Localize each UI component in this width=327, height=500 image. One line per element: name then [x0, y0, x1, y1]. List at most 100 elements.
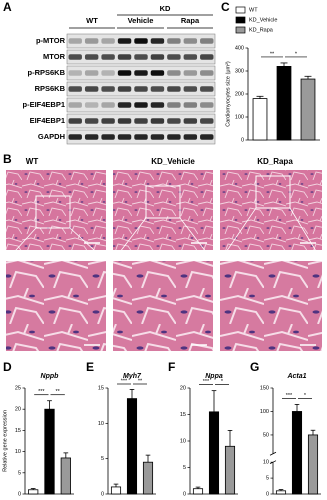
blot-band	[150, 118, 165, 124]
chart-title: Acta1	[286, 373, 306, 380]
panel-label: E	[86, 360, 94, 374]
y-tick-label: 400	[235, 45, 244, 51]
legend-label: KD_Vehicle	[249, 17, 277, 23]
histology-overview	[113, 170, 213, 250]
zoom-line	[289, 207, 323, 262]
y-tick-label: 5	[266, 476, 269, 482]
blot-band	[167, 118, 181, 124]
y-tick-label: 0	[183, 491, 186, 497]
bar	[224, 445, 236, 495]
y-tick-label: 0	[18, 491, 21, 497]
panel-label: A	[3, 0, 12, 14]
y-tick-label: 5	[101, 456, 104, 462]
blot-band	[183, 102, 198, 108]
bar	[252, 98, 268, 141]
blot-band	[68, 118, 82, 124]
bar	[275, 490, 287, 495]
blot-band	[68, 54, 82, 60]
blot-band	[68, 86, 82, 92]
blot-band	[183, 38, 198, 44]
blot-band	[150, 102, 165, 108]
zoom-line	[219, 207, 257, 262]
blot-row-label: p-MTOR	[36, 36, 66, 45]
blot-band	[183, 54, 198, 60]
blot-band	[134, 70, 148, 76]
blot-band	[183, 70, 198, 76]
blot-band	[200, 38, 214, 44]
bar	[60, 457, 71, 495]
y-tick-label: 20	[15, 407, 21, 413]
bar	[291, 411, 303, 495]
blot-band	[84, 86, 99, 92]
y-tick-label: 300	[235, 68, 244, 74]
blot-band	[101, 102, 115, 108]
blot-row-label: p-RPS6KB	[27, 68, 65, 77]
panel-label: F	[168, 360, 175, 374]
bar	[44, 408, 55, 495]
blot-band	[167, 54, 181, 60]
significance-label: **	[270, 51, 275, 57]
blot-row-label: p-EIF4EBP1	[22, 100, 65, 109]
panel-label: G	[250, 360, 259, 374]
zoom-box	[255, 175, 291, 209]
blot-column-label: Rapa	[181, 16, 200, 25]
blot-band	[117, 38, 132, 44]
significance-label: **	[138, 378, 143, 384]
significance-label: *	[221, 379, 224, 385]
blot-band	[134, 38, 148, 44]
blot-row-label: EIF4EBP1	[30, 116, 65, 125]
chart-title: Nppb	[41, 373, 60, 380]
blot-band	[84, 102, 99, 108]
legend-label: WT	[249, 7, 258, 13]
y-tick-label: 10	[180, 438, 186, 444]
bar	[276, 66, 292, 141]
blot-band	[134, 86, 148, 92]
bar	[208, 411, 220, 495]
legend-swatch	[235, 26, 246, 34]
blot-band	[101, 118, 115, 124]
blot-band	[101, 54, 115, 60]
bar	[300, 78, 316, 141]
zoom-box	[145, 185, 181, 219]
blot-band	[84, 118, 99, 124]
significance-label: ***	[121, 378, 128, 384]
blot-band	[183, 134, 198, 140]
axis-break-mark	[269, 451, 277, 456]
histology-images	[5, 170, 323, 351]
blot-band	[117, 102, 132, 108]
blot-band	[68, 102, 82, 108]
blot-band	[150, 70, 165, 76]
blot-band	[101, 86, 115, 92]
blot-band	[200, 134, 214, 140]
zoom-box	[35, 195, 71, 229]
y-tick-label: 0	[241, 137, 244, 143]
y-tick-label: 5	[18, 470, 21, 476]
y-tick-label: 150	[260, 385, 269, 391]
blot-band	[84, 38, 99, 44]
blot-band	[101, 134, 115, 140]
chart-title: Myh7	[123, 373, 142, 380]
y-tick-label: 0	[101, 491, 104, 497]
blot-band	[84, 134, 99, 140]
blot-column-label: Vehicle	[128, 16, 154, 25]
blot-band	[134, 54, 148, 60]
y-tick-label: 15	[15, 428, 21, 434]
blot-band	[68, 134, 82, 140]
blot-band	[117, 54, 132, 60]
legend-swatch	[235, 6, 246, 14]
bar	[28, 489, 39, 495]
y-tick-label: 10	[15, 449, 21, 455]
y-tick-label: 50	[263, 432, 269, 438]
significance-label: **	[56, 389, 61, 395]
y-tick-label: 5	[183, 465, 186, 471]
blot-band	[167, 134, 181, 140]
blot-band	[68, 70, 82, 76]
blot-band	[134, 102, 148, 108]
blot-band	[150, 86, 165, 92]
blot-band	[134, 118, 148, 124]
blot-band	[84, 70, 99, 76]
legend-swatch	[235, 16, 246, 24]
blot-row-label: MTOR	[43, 52, 66, 61]
y-tick-label: 0	[266, 491, 269, 497]
blot-band	[150, 54, 165, 60]
